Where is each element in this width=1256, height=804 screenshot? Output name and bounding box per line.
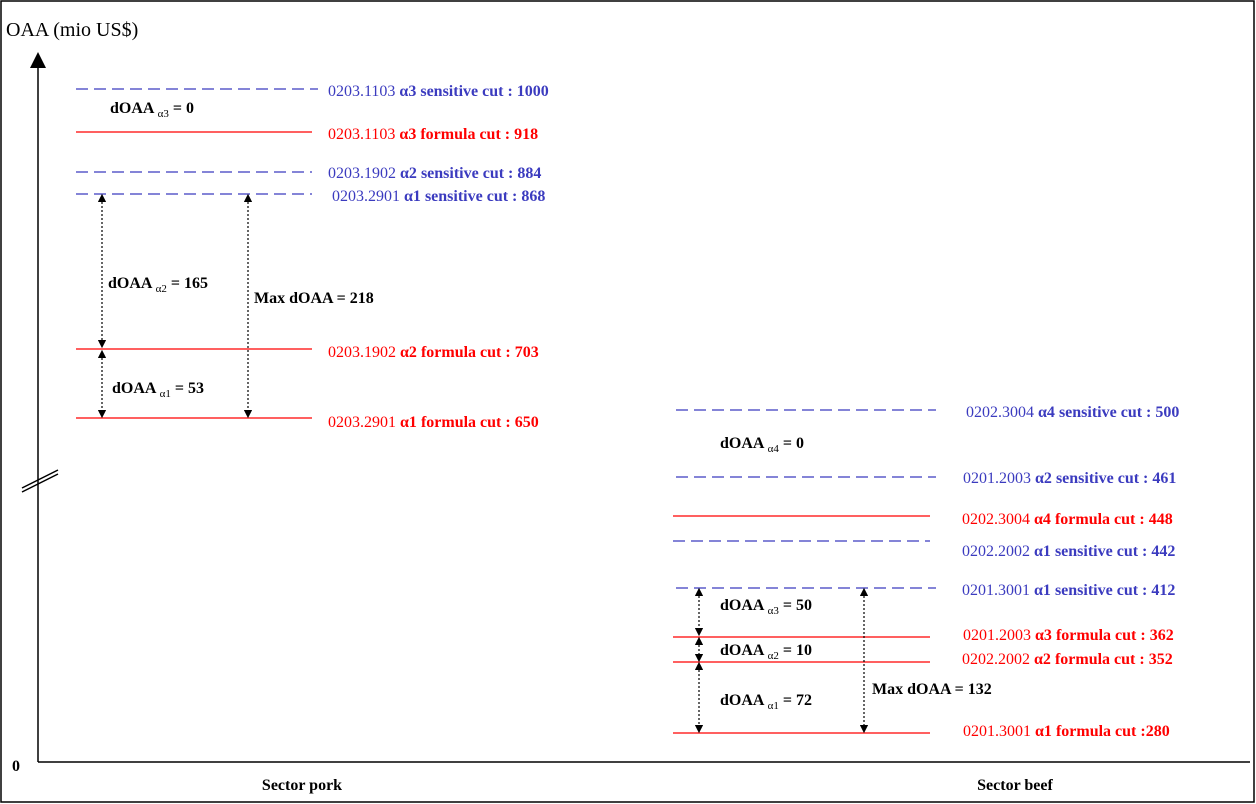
- line-alpha: α2: [400, 165, 417, 182]
- line-text: sensitive cut : 868: [421, 188, 545, 205]
- beef-line-label: 0202.2002 α1 sensitive cut : 442: [962, 543, 1175, 560]
- sector-beef-label: Sector beef: [977, 777, 1053, 794]
- line-text: formula cut : 650: [417, 414, 539, 431]
- pork-line-label: 0203.1902 α2 sensitive cut : 884: [328, 165, 541, 182]
- line-text: formula cut :280: [1052, 723, 1170, 740]
- line-text: formula cut : 918: [416, 126, 538, 143]
- beef-doaa-a3: dOAA α3 = 50: [720, 597, 812, 617]
- y-axis-arrowhead: [30, 52, 46, 68]
- line-code: 0203.1103: [328, 126, 395, 143]
- pork-line-label: 0203.2901 α1 sensitive cut : 868: [332, 188, 545, 205]
- line-alpha: α2: [1034, 651, 1051, 668]
- line-code: 0202.3004: [962, 511, 1030, 528]
- line-alpha: α1: [1034, 543, 1051, 560]
- line-text: sensitive cut : 412: [1051, 582, 1175, 599]
- y-axis-title: OAA (mio US$): [6, 19, 138, 41]
- pork-line-label: 0203.1902 α2 formula cut : 703: [328, 344, 539, 361]
- axis-break-mark: [21, 473, 59, 493]
- line-code: 0203.1902: [328, 344, 396, 361]
- beef-line-label: 0201.3001 α1 sensitive cut : 412: [962, 582, 1175, 599]
- line-text: sensitive cut : 500: [1055, 404, 1179, 421]
- beef-doaa-a4: dOAA α4 = 0: [720, 435, 804, 455]
- line-alpha: α1: [404, 188, 421, 205]
- pork-doaa-a3: dOAA α3 = 0: [110, 100, 194, 120]
- pork-line-label: 0203.1103 α3 sensitive cut : 1000: [328, 83, 549, 100]
- line-alpha: α3: [399, 126, 416, 143]
- line-alpha: α3: [1035, 627, 1052, 644]
- line-alpha: α1: [1035, 723, 1052, 740]
- sector-pork-label: Sector pork: [262, 777, 342, 794]
- pork-doaa-a2: dOAA α2 = 165: [108, 275, 208, 295]
- line-alpha: α2: [400, 344, 417, 361]
- line-code: 0202.2002: [962, 651, 1030, 668]
- beef-line-label: 0201.2003 α3 formula cut : 362: [963, 627, 1174, 644]
- line-text: sensitive cut : 884: [417, 165, 541, 182]
- line-code: 0201.2003: [963, 627, 1031, 644]
- line-code: 0201.3001: [962, 582, 1030, 599]
- beef-doaa-a1: dOAA α1 = 72: [720, 692, 812, 712]
- line-code: 0203.2901: [328, 414, 396, 431]
- beef-line-label: 0201.2003 α2 sensitive cut : 461: [963, 470, 1176, 487]
- beef-line-label: 0201.3001 α1 formula cut :280: [963, 723, 1170, 740]
- line-text: formula cut : 352: [1051, 651, 1173, 668]
- line-text: sensitive cut : 461: [1052, 470, 1176, 487]
- y-axis-zero-label: 0: [12, 758, 20, 775]
- line-text: formula cut : 362: [1052, 627, 1174, 644]
- beef-max-doaa: Max dOAA = 132: [872, 681, 992, 698]
- line-alpha: α4: [1034, 511, 1051, 528]
- axis-break-mark: [21, 469, 59, 489]
- line-code: 0203.1902: [328, 165, 396, 182]
- line-alpha: α1: [400, 414, 417, 431]
- line-alpha: α1: [1034, 582, 1051, 599]
- pork-max-doaa: Max dOAA = 218: [254, 290, 374, 307]
- pork-doaa-a1: dOAA α1 = 53: [112, 380, 204, 400]
- beef-line-label: 0202.3004 α4 sensitive cut : 500: [966, 404, 1179, 421]
- line-alpha: α2: [1035, 470, 1052, 487]
- line-text: sensitive cut : 1000: [416, 83, 548, 100]
- line-alpha: α4: [1038, 404, 1055, 421]
- pork-line-label: 0203.2901 α1 formula cut : 650: [328, 414, 539, 431]
- line-code: 0202.2002: [962, 543, 1030, 560]
- line-code: 0202.3004: [966, 404, 1034, 421]
- line-code: 0203.1103: [328, 83, 395, 100]
- line-text: formula cut : 448: [1051, 511, 1173, 528]
- beef-line-label: 0202.3004 α4 formula cut : 448: [962, 511, 1173, 528]
- beef-line-label: 0202.2002 α2 formula cut : 352: [962, 651, 1173, 668]
- beef-doaa-a2: dOAA α2 = 10: [720, 642, 812, 662]
- line-text: formula cut : 703: [417, 344, 539, 361]
- line-code: 0201.3001: [963, 723, 1031, 740]
- line-code: 0203.2901: [332, 188, 400, 205]
- line-text: sensitive cut : 442: [1051, 543, 1175, 560]
- line-code: 0201.2003: [963, 470, 1031, 487]
- pork-line-label: 0203.1103 α3 formula cut : 918: [328, 126, 538, 143]
- line-alpha: α3: [399, 83, 416, 100]
